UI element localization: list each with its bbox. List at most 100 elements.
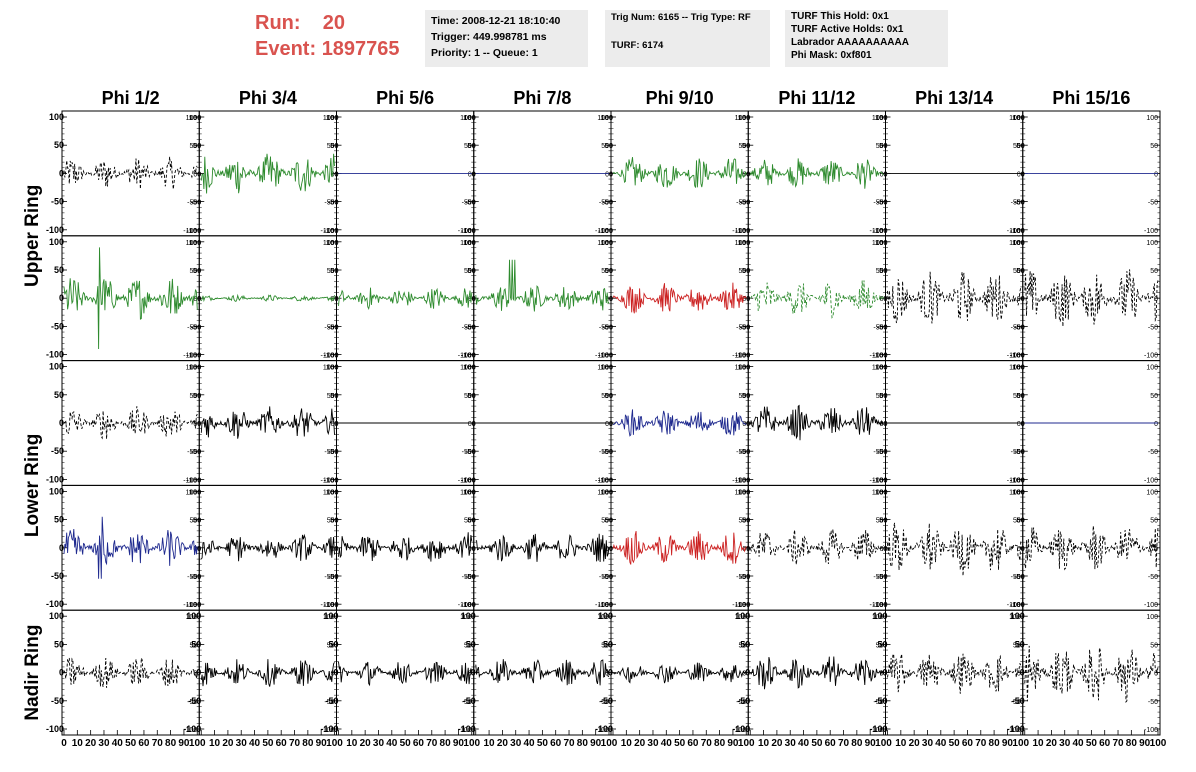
y-tick-label: 50 [54,639,64,649]
y-tick-label: 0 [59,668,64,678]
x-tick-label: 10 [895,738,907,749]
x-tick-label: 70 [975,738,987,749]
x-tick-label: 50 [674,738,686,749]
y-tick-label: -50 [739,322,750,331]
turf-info-box: TURF This Hold: 0x1 TURF Active Holds: 0… [785,10,948,67]
y-tick-label: -100 [1010,226,1025,235]
y-tick-label: -100 [320,727,334,734]
y-tick-label: 100 [326,487,339,496]
y-tick-label: -100 [458,228,472,235]
event-row: Event: 1897765 [255,36,400,62]
x-tick-label: 30 [98,738,110,749]
y-tick-label: -100 [461,226,476,235]
y-tick-label: 0 [197,544,201,553]
y-tick-label: 0 [1020,668,1025,678]
y-tick-label: -50 [602,322,613,331]
y-tick-label: -100 [458,602,472,609]
y-tick-label: -100 [461,351,476,360]
y-tick-label: -100 [735,600,750,609]
y-tick-label: 50 [742,141,750,150]
y-tick-label: 100 [186,614,198,621]
y-tick-label: 100 [1010,611,1025,621]
x-tick-label: 40 [386,738,398,749]
y-tick-label: 100 [1012,487,1025,496]
waveform-trace [63,247,198,350]
y-tick-label: 100 [460,489,472,496]
x-tick-label: 70 [563,738,575,749]
y-tick-label: 0 [745,668,750,678]
trigger-line: Trigger: 449.998781 ms [431,31,547,43]
y-tick-label: -100 [46,350,64,360]
waveform-trace [200,533,335,562]
y-tick-label: 50 [879,141,887,150]
y-tick-label: -100 [1144,353,1158,360]
trigger-info-box: Trig Num: 6165 -- Trig Type: RF TURF: 61… [605,10,770,67]
x-tick-label: 10 [484,738,496,749]
y-tick-label: 0 [609,544,613,553]
x-tick-label: 80 [989,738,1001,749]
waveform-trace [749,158,884,189]
y-tick-label: 0 [59,293,64,303]
y-tick-label: 50 [876,518,884,525]
y-tick-label: -100 [458,727,472,734]
y-tick-label: -100 [1007,353,1021,360]
y-tick-label: 100 [323,611,338,621]
y-tick-label: 0 [1021,544,1025,553]
y-tick-label: -50 [1011,324,1021,331]
waveform-trace [887,522,1022,576]
y-tick-label: 100 [1012,238,1025,247]
y-tick-label: 50 [330,516,338,525]
y-tick-label: 100 [323,614,335,621]
panel-frame [61,484,200,611]
x-tick-label: 20 [222,738,234,749]
y-tick-label: 50 [879,516,887,525]
y-tick-label: -100 [732,727,746,734]
y-tick-label: 0 [334,169,338,178]
waveform-trace [612,531,747,565]
y-tick-label: 100 [1146,489,1158,496]
y-tick-label: -100 [595,727,609,734]
y-tick-label: 100 [326,238,339,247]
waveform-trace [749,404,884,441]
x-tick-label: 10 [758,738,770,749]
event-value: 1897765 [321,38,400,60]
column-header: Phi 15/16 [1052,88,1130,108]
y-tick-label: 50 [193,266,201,275]
y-tick-label: 0 [880,546,884,553]
x-tick-label: 70 [838,738,850,749]
y-tick-label: -100 [872,600,887,609]
y-tick-label: -50 [1011,699,1021,706]
y-tick-label: -100 [872,226,887,235]
y-tick-label: 50 [327,268,335,275]
y-tick-label: 50 [738,393,746,400]
y-tick-label: -50 [328,572,339,581]
column-header: Phi 9/10 [646,88,714,108]
y-tick-label: -50 [1014,198,1025,207]
waveform-trace [750,280,884,319]
y-tick-label: 50 [1150,268,1158,275]
y-tick-label: -50 [599,449,609,456]
y-tick-label: -50 [599,699,609,706]
y-tick-label: 0 [1017,546,1021,553]
x-tick-label: 70 [426,738,438,749]
y-tick-label: -50 [737,696,750,706]
y-tick-label: -50 [873,449,883,456]
panel-frame [885,484,1024,611]
y-tick-label: -100 [320,353,334,360]
event-label: Event: [255,38,317,60]
x-tick-label: 100 [738,738,755,749]
y-tick-label: -50 [1011,200,1021,207]
y-tick-label: -50 [1148,324,1158,331]
y-tick-label: 50 [601,143,609,150]
x-tick-label: 30 [1059,738,1071,749]
y-tick-label: 0 [609,419,613,428]
waveform-trace [63,657,198,688]
y-tick-label: 100 [49,486,64,496]
y-tick-label: -100 [1007,228,1021,235]
x-tick-label: 50 [262,738,274,749]
y-tick-label: 0 [471,668,476,678]
x-tick-label: 90 [727,738,739,749]
y-tick-label: -100 [872,475,887,484]
x-tick-label: 50 [811,738,823,749]
y-tick-label: -50 [462,324,472,331]
